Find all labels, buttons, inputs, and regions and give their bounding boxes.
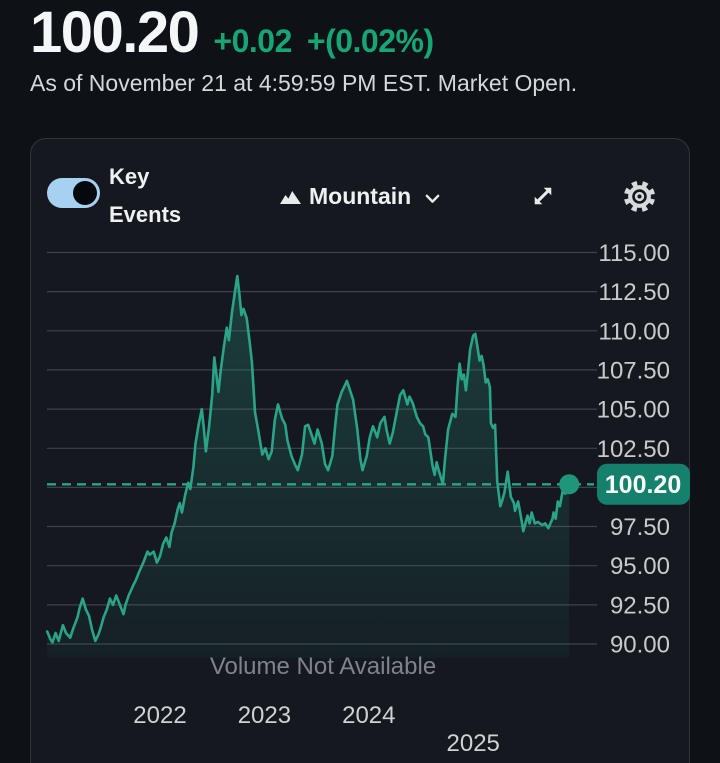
chevron-down-icon: [425, 183, 440, 210]
price-change-percent: +(0.02%): [306, 23, 434, 59]
last-price: 100.20: [30, 0, 200, 65]
mountain-icon: [280, 183, 301, 210]
price-header: 100.20 +0.02 +(0.02%): [30, 0, 434, 66]
chart-card: Key Events Mountain: [30, 138, 690, 763]
key-events-label: Key Events: [109, 164, 182, 227]
chart-type-dropdown[interactable]: Mountain: [280, 180, 440, 212]
settings-button[interactable]: [622, 179, 657, 214]
chart-type-label: Mountain: [309, 182, 412, 209]
key-events-toggle[interactable]: [47, 178, 100, 208]
as-of-timestamp: As of November 21 at 4:59:59 PM EST. Mar…: [30, 70, 578, 96]
expand-button[interactable]: [529, 182, 557, 210]
toggle-knob: [73, 181, 97, 205]
price-change: +0.02: [213, 23, 292, 59]
gear-icon: [622, 180, 657, 217]
expand-arrows-icon: [529, 187, 557, 213]
